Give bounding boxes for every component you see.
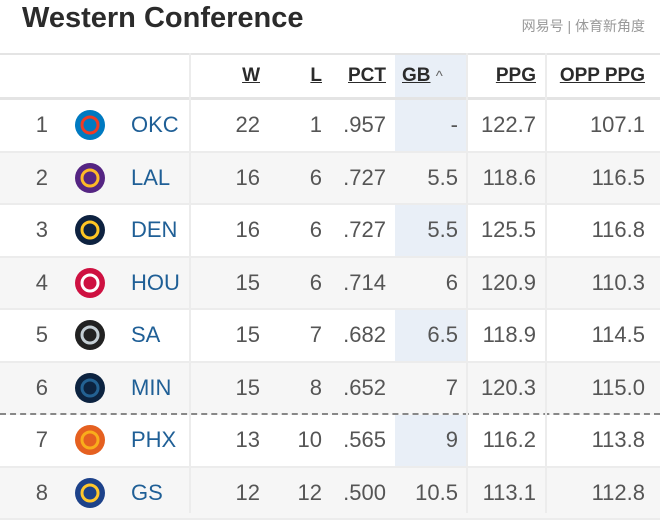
games-back: -: [451, 112, 458, 138]
ppg: 120.3: [481, 375, 536, 401]
team-row[interactable]: 2 LAL 16 6 .727 5.5 118.6 116.5: [0, 153, 660, 206]
games-back: 5.5: [427, 165, 458, 191]
sort-ascending-icon: ^: [436, 68, 443, 85]
wins: 22: [236, 112, 260, 138]
team-row[interactable]: 1 OKC 22 1 .957 - 122.7 107.1: [0, 100, 660, 153]
team-row[interactable]: 7 PHX 13 10 .565 9 116.2 113.8: [0, 415, 660, 468]
team-link[interactable]: DEN: [131, 217, 177, 243]
team-link[interactable]: OKC: [131, 112, 179, 138]
header-w[interactable]: W: [242, 65, 260, 87]
team-link[interactable]: LAL: [131, 165, 170, 191]
team-row[interactable]: 6 MIN 15 8 .652 7 120.3 115.0: [0, 363, 660, 416]
spurs-logo-icon: [72, 317, 108, 353]
wins: 16: [236, 165, 260, 191]
team-link[interactable]: MIN: [131, 375, 171, 401]
opp-ppg: 110.3: [592, 270, 645, 296]
warriors-logo-icon: [72, 475, 108, 511]
rank: 3: [28, 217, 48, 243]
header-pct[interactable]: PCT: [348, 65, 386, 87]
losses: 7: [310, 322, 322, 348]
rank: 4: [28, 270, 48, 296]
wins: 16: [236, 217, 260, 243]
losses: 6: [310, 217, 322, 243]
timberwolves-logo-icon: [72, 370, 108, 406]
divider: [545, 53, 547, 513]
watermark: 网易号 | 体育新角度: [522, 16, 645, 36]
team-link[interactable]: SA: [131, 322, 160, 348]
wins: 15: [236, 270, 260, 296]
games-back: 6: [446, 270, 458, 296]
ppg: 122.7: [481, 112, 536, 138]
ppg: 118.6: [483, 165, 536, 191]
losses: 12: [298, 480, 322, 506]
team-row[interactable]: 4 HOU 15 6 .714 6 120.9 110.3: [0, 258, 660, 311]
ppg: 125.5: [481, 217, 536, 243]
ppg: 118.9: [483, 322, 536, 348]
standings-table: W L PCT GB ^ PPG OPP PPG 1 OKC 22 1 .957…: [0, 53, 660, 520]
divider: [189, 53, 191, 513]
rank: 5: [28, 322, 48, 348]
rank: 7: [28, 427, 48, 453]
header-gb[interactable]: GB ^: [402, 65, 443, 87]
losses: 10: [298, 427, 322, 453]
team-link[interactable]: PHX: [131, 427, 176, 453]
wins: 15: [236, 322, 260, 348]
team-row[interactable]: 3 DEN 16 6 .727 5.5 125.5 116.8: [0, 205, 660, 258]
thunder-logo-icon: [72, 107, 108, 143]
team-link[interactable]: GS: [131, 480, 163, 506]
win-pct: .652: [343, 375, 386, 401]
team-row[interactable]: 5 SA 15 7 .682 6.5 118.9 114.5: [0, 310, 660, 363]
rank: 6: [28, 375, 48, 401]
losses: 6: [310, 165, 322, 191]
games-back: 5.5: [427, 217, 458, 243]
wins: 13: [236, 427, 260, 453]
games-back: 9: [446, 427, 458, 453]
losses: 1: [310, 112, 322, 138]
opp-ppg: 107.1: [590, 112, 645, 138]
games-back: 6.5: [427, 322, 458, 348]
team-link[interactable]: HOU: [131, 270, 180, 296]
header-opp-ppg[interactable]: OPP PPG: [560, 65, 645, 87]
divider: [466, 53, 468, 513]
team-row[interactable]: 8 GS 12 12 .500 10.5 113.1 112.8: [0, 468, 660, 520]
rank: 1: [28, 112, 48, 138]
suns-logo-icon: [72, 422, 108, 458]
ppg: 120.9: [481, 270, 536, 296]
opp-ppg: 115.0: [592, 375, 645, 401]
ppg: 113.1: [483, 480, 536, 506]
opp-ppg: 114.5: [592, 322, 645, 348]
rank: 2: [28, 165, 48, 191]
page-title: Western Conference: [22, 2, 304, 35]
win-pct: .727: [343, 165, 386, 191]
win-pct: .682: [343, 322, 386, 348]
games-back: 7: [446, 375, 458, 401]
opp-ppg: 116.5: [592, 165, 645, 191]
win-pct: .565: [343, 427, 386, 453]
wins: 12: [236, 480, 260, 506]
wins: 15: [236, 375, 260, 401]
header-ppg[interactable]: PPG: [496, 65, 536, 87]
win-pct: .714: [343, 270, 386, 296]
losses: 6: [310, 270, 322, 296]
win-pct: .500: [343, 480, 386, 506]
lakers-logo-icon: [72, 160, 108, 196]
header-row: W L PCT GB ^ PPG OPP PPG: [0, 55, 660, 100]
rank: 8: [28, 480, 48, 506]
win-pct: .727: [343, 217, 386, 243]
losses: 8: [310, 375, 322, 401]
opp-ppg: 116.8: [592, 217, 645, 243]
win-pct: .957: [343, 112, 386, 138]
rockets-logo-icon: [72, 265, 108, 301]
games-back: 10.5: [415, 480, 458, 506]
ppg: 116.2: [483, 427, 536, 453]
header-l[interactable]: L: [310, 65, 322, 87]
opp-ppg: 113.8: [592, 427, 645, 453]
nuggets-logo-icon: [72, 212, 108, 248]
opp-ppg: 112.8: [592, 480, 645, 506]
